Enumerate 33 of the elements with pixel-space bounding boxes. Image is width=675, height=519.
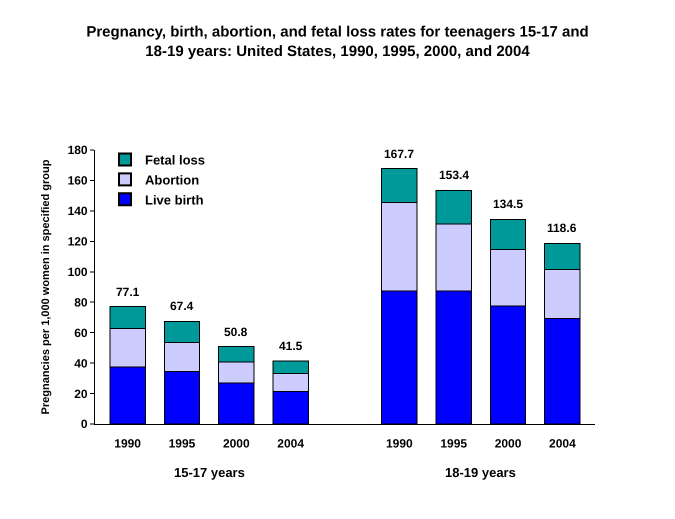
legend-label: Abortion — [145, 172, 200, 188]
y-tick-label: 120 — [68, 234, 88, 249]
total-label: 153.4 — [439, 168, 470, 182]
total-label: 167.7 — [384, 147, 414, 161]
x-tick-label: 2000 — [494, 436, 522, 450]
total-label: 67.4 — [170, 299, 194, 313]
text: 15-17 years — [174, 465, 245, 480]
y-tick-label: 0 — [80, 417, 88, 432]
y-tick-label: 100 — [68, 264, 88, 279]
chart-title: Pregnancy, birth, abortion, and fetal loss rates for teenagers 15-17 and 18-19 years: United States, 1990, 1995, 2000, and 2004 — [86, 23, 589, 60]
legend-label: Live birth — [145, 192, 204, 208]
x-tick-label: 2000 — [222, 436, 250, 450]
y-tick-label: 140 — [68, 204, 88, 218]
total-label: 77.1 — [116, 285, 140, 299]
total-label: 134.5 — [493, 197, 524, 211]
x-tick-label: 1990 — [386, 436, 414, 450]
legend-label: Fetal loss — [145, 152, 205, 168]
x-tick-label: 2004 — [549, 436, 576, 450]
y-tick-label: 40 — [74, 356, 88, 370]
y-tick-label: 20 — [74, 386, 88, 401]
x-tick-label: 1995 — [440, 436, 468, 450]
x-tick-label: 1990 — [114, 436, 142, 450]
y-tick-label: 180 — [68, 143, 88, 158]
y-tick-label: 80 — [74, 295, 88, 310]
total-label: 50.8 — [224, 325, 248, 339]
x-tick-label: 2004 — [277, 436, 304, 450]
total-label: 41.5 — [279, 339, 303, 353]
y-axis-title: Pregnancies per 1,000 women in specified group — [40, 159, 52, 414]
y-tick-label: 60 — [74, 326, 88, 340]
text: 18-19 years — [445, 465, 516, 480]
total-label: 118.6 — [547, 221, 577, 235]
y-tick-label: 160 — [68, 174, 88, 188]
x-tick-label: 1995 — [168, 436, 196, 450]
